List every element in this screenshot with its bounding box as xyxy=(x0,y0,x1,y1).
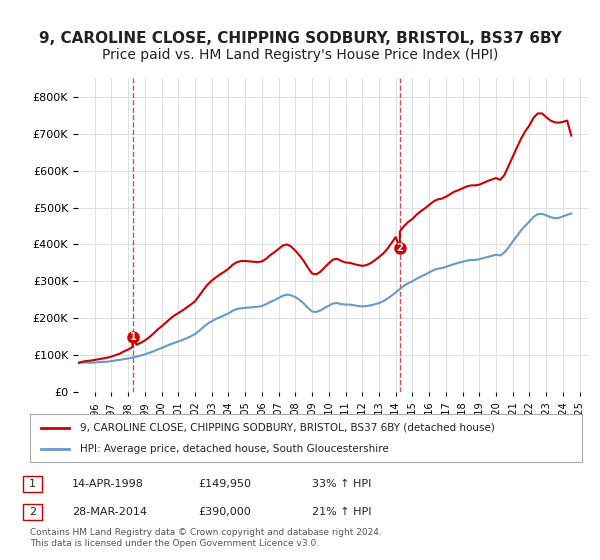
Text: 21% ↑ HPI: 21% ↑ HPI xyxy=(312,507,371,517)
Text: 1: 1 xyxy=(29,479,36,489)
Text: 33% ↑ HPI: 33% ↑ HPI xyxy=(312,479,371,489)
Text: 28-MAR-2014: 28-MAR-2014 xyxy=(72,507,147,517)
Text: HPI: Average price, detached house, South Gloucestershire: HPI: Average price, detached house, Sout… xyxy=(80,444,388,454)
Text: 2: 2 xyxy=(29,507,36,517)
Text: 1: 1 xyxy=(130,332,136,342)
Text: Contains HM Land Registry data © Crown copyright and database right 2024.
This d: Contains HM Land Registry data © Crown c… xyxy=(30,528,382,548)
Text: 9, CAROLINE CLOSE, CHIPPING SODBURY, BRISTOL, BS37 6BY: 9, CAROLINE CLOSE, CHIPPING SODBURY, BRI… xyxy=(38,31,562,46)
Text: Price paid vs. HM Land Registry's House Price Index (HPI): Price paid vs. HM Land Registry's House … xyxy=(102,48,498,62)
Text: 14-APR-1998: 14-APR-1998 xyxy=(72,479,144,489)
Text: 9, CAROLINE CLOSE, CHIPPING SODBURY, BRISTOL, BS37 6BY (detached house): 9, CAROLINE CLOSE, CHIPPING SODBURY, BRI… xyxy=(80,423,494,433)
Text: 2: 2 xyxy=(397,243,403,253)
Text: £149,950: £149,950 xyxy=(198,479,251,489)
Text: £390,000: £390,000 xyxy=(198,507,251,517)
